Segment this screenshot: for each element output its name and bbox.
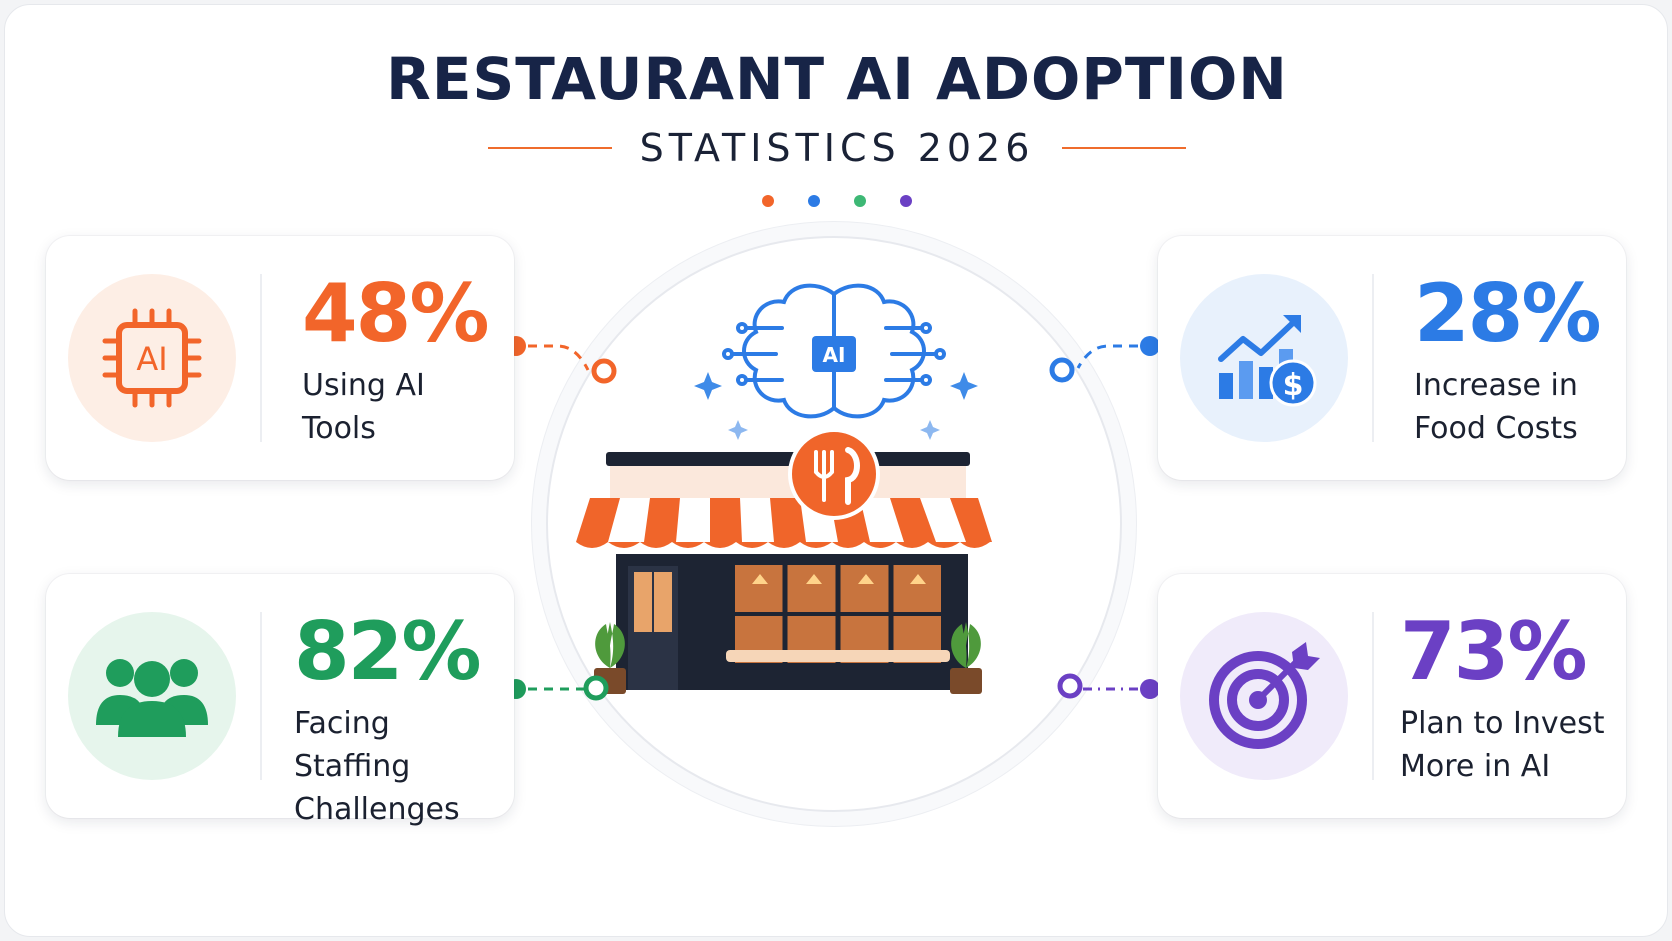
brain-chip	[812, 336, 856, 372]
stat-icon-circle: AI	[68, 274, 236, 442]
target-arrow-icon	[1209, 642, 1320, 749]
sparkle-icon	[694, 372, 978, 440]
people-group-icon	[96, 659, 208, 737]
stat-label-line1: Using AI	[302, 368, 425, 403]
stat-icon-circle: $	[1180, 274, 1348, 442]
accent-dot-orange	[762, 195, 774, 207]
stat-label: Facing Staffing Challenges	[294, 702, 504, 831]
restaurant-storefront-icon	[576, 452, 992, 694]
stat-value: 48%	[302, 267, 489, 360]
dollar-glyph: $	[1283, 368, 1304, 403]
stat-card-ai-tools: AI 48% Using AI Tools	[46, 236, 514, 480]
stat-label-line2: Challenges	[294, 792, 460, 827]
accent-dot-green	[854, 195, 866, 207]
subtitle-rule-right	[1062, 147, 1187, 149]
card-divider	[1372, 274, 1374, 442]
card-divider	[260, 612, 262, 780]
stat-label-line2: Tools	[302, 411, 376, 446]
ai-brain-icon	[722, 283, 946, 419]
stat-label-line1: Facing Staffing	[294, 706, 411, 784]
accent-dot-blue	[808, 195, 820, 207]
stat-value: 73%	[1400, 605, 1587, 698]
infographic-subtitle: STATISTICS 2026	[639, 126, 1035, 170]
card-divider	[1372, 612, 1374, 780]
stat-label: Plan to Invest More in AI	[1400, 702, 1622, 788]
stat-value: 28%	[1414, 267, 1601, 360]
accent-dots	[5, 195, 1669, 207]
chip-label: AI	[136, 340, 167, 378]
center-illustration: AI	[576, 283, 992, 694]
ai-chip-icon: AI	[102, 308, 202, 408]
stat-label-line1: Plan to Invest	[1400, 706, 1605, 741]
growth-chart-dollar-icon: $	[1218, 315, 1317, 407]
stat-card-food-costs: $ 28% Increase in Food Costs	[1158, 236, 1626, 480]
stat-label-line1: Increase in	[1414, 368, 1578, 403]
stat-label: Using AI Tools	[302, 364, 512, 450]
fork-knife-icon	[788, 428, 880, 520]
accent-dot-purple	[900, 195, 912, 207]
stat-card-staffing: 82% Facing Staffing Challenges	[46, 574, 514, 827]
stat-label: Increase in Food Costs	[1414, 364, 1624, 450]
stat-label-line2: Food Costs	[1414, 411, 1578, 446]
stat-icon-circle	[68, 612, 236, 780]
stat-label-line2: More in AI	[1400, 749, 1551, 784]
stat-icon-circle	[1180, 612, 1348, 780]
subtitle-row: STATISTICS 2026	[5, 123, 1669, 173]
infographic-title: RESTAURANT AI ADOPTION	[386, 45, 1288, 113]
stat-value: 82%	[294, 605, 481, 698]
stat-card-invest-ai: 73% Plan to Invest More in AI	[1158, 574, 1626, 818]
subtitle-rule-left	[487, 147, 612, 149]
card-divider	[260, 274, 262, 442]
brain-chip-label: AI	[823, 343, 846, 367]
